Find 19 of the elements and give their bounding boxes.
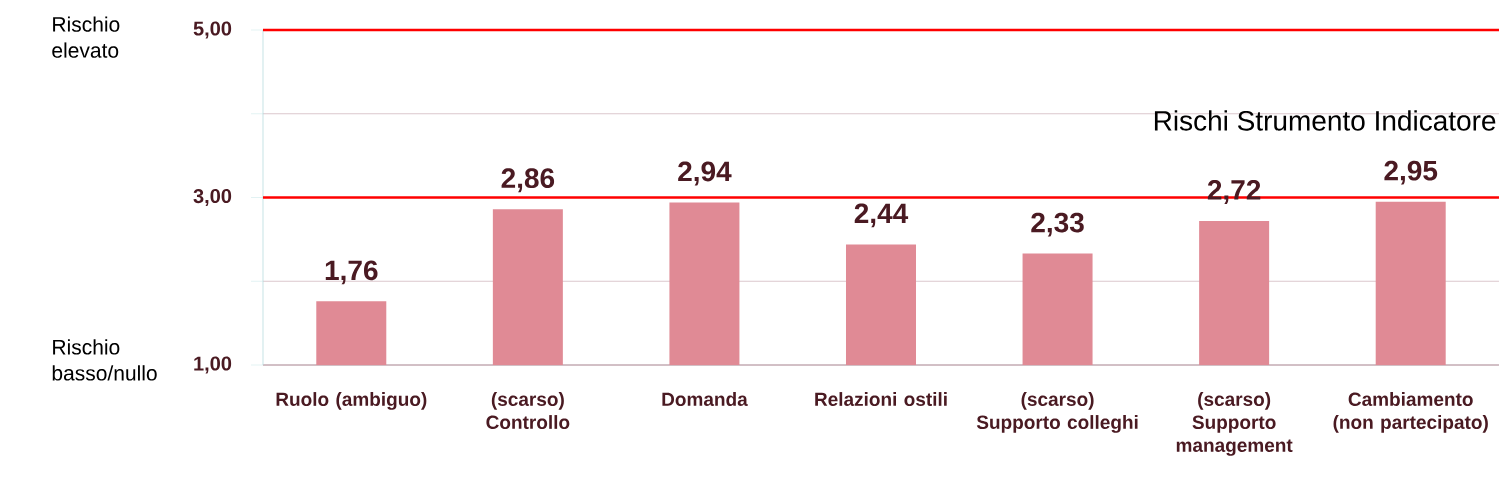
data-label: 2,86 bbox=[501, 168, 555, 193]
x-tick-label: (scarso) Supporto management bbox=[1176, 392, 1293, 456]
x-tick-label: (scarso) Supporto colleghi bbox=[976, 392, 1138, 433]
x-tick-label: Ruolo (ambiguo) bbox=[276, 392, 427, 410]
y-tick-label: 1,00 bbox=[194, 356, 232, 374]
text: Rischio elevato bbox=[52, 16, 120, 58]
x-tick-label: (scarso) Controllo bbox=[486, 392, 570, 430]
data-label: 2,33 bbox=[1031, 212, 1084, 237]
x-tick-label: Relazioni ostili bbox=[815, 392, 947, 407]
x-tick-label: Cambiamento (non partecipato) bbox=[1333, 392, 1488, 433]
data-label: 2,44 bbox=[854, 203, 909, 228]
y-tick-label: 3,00 bbox=[193, 188, 232, 207]
data-label: 1,76 bbox=[325, 260, 378, 285]
data-label: 2,95 bbox=[1384, 160, 1438, 185]
x-tick-label: Domanda bbox=[662, 392, 748, 407]
data-label: 2,94 bbox=[678, 161, 732, 186]
text: Rischio basso/nullo bbox=[52, 339, 157, 381]
y-tick-label: 5,00 bbox=[193, 21, 232, 39]
text: Rischi Strumento Indicatore bbox=[1154, 110, 1496, 131]
